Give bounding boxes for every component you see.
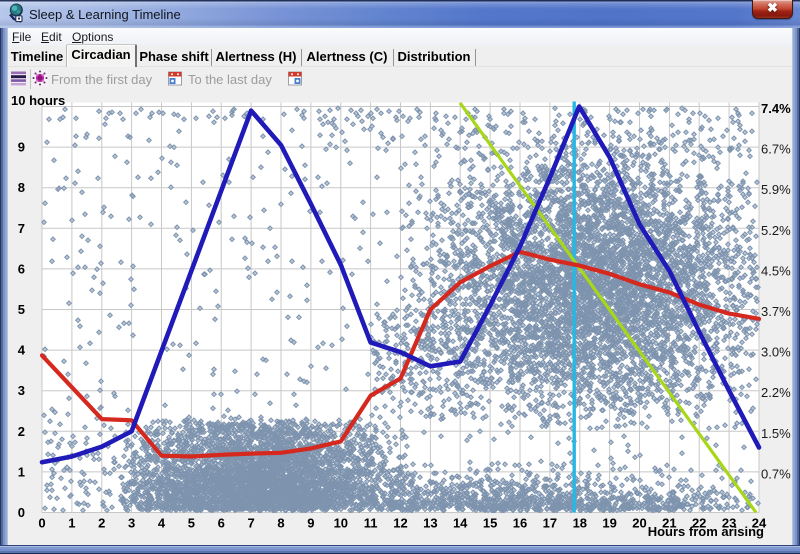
svg-text:7: 7 xyxy=(247,516,254,531)
svg-text:4: 4 xyxy=(18,343,26,358)
svg-text:5: 5 xyxy=(188,516,195,531)
svg-text:15: 15 xyxy=(483,516,497,531)
svg-text:3: 3 xyxy=(128,516,135,531)
svg-text:4.5%: 4.5% xyxy=(761,263,791,278)
svg-text:10 hours: 10 hours xyxy=(11,93,65,108)
svg-text:6.7%: 6.7% xyxy=(761,142,791,157)
svg-text:18: 18 xyxy=(573,516,587,531)
svg-text:19: 19 xyxy=(602,516,616,531)
svg-text:2: 2 xyxy=(98,516,105,531)
svg-text:3.0%: 3.0% xyxy=(761,345,791,360)
svg-text:24: 24 xyxy=(752,516,767,531)
svg-text:5.2%: 5.2% xyxy=(761,223,791,238)
svg-text:20: 20 xyxy=(632,516,646,531)
svg-text:8: 8 xyxy=(277,516,284,531)
svg-text:9: 9 xyxy=(307,516,314,531)
svg-text:0: 0 xyxy=(18,505,25,520)
svg-text:2.2%: 2.2% xyxy=(761,385,791,400)
svg-text:3: 3 xyxy=(18,383,25,398)
svg-text:10: 10 xyxy=(334,516,348,531)
svg-text:4: 4 xyxy=(158,516,166,531)
svg-text:3.7%: 3.7% xyxy=(761,304,791,319)
svg-text:22: 22 xyxy=(692,516,706,531)
svg-text:16: 16 xyxy=(513,516,527,531)
svg-text:6: 6 xyxy=(218,516,225,531)
svg-text:5.9%: 5.9% xyxy=(761,182,791,197)
svg-text:9: 9 xyxy=(18,140,25,155)
svg-text:0: 0 xyxy=(38,516,45,531)
svg-text:8: 8 xyxy=(18,180,25,195)
svg-text:1: 1 xyxy=(68,516,75,531)
svg-text:14: 14 xyxy=(453,516,468,531)
svg-text:21: 21 xyxy=(662,516,676,531)
svg-text:1: 1 xyxy=(18,464,25,479)
svg-text:0.7%: 0.7% xyxy=(761,466,791,481)
svg-text:2: 2 xyxy=(18,424,25,439)
svg-text:6: 6 xyxy=(18,261,25,276)
svg-text:17: 17 xyxy=(543,516,557,531)
svg-text:7: 7 xyxy=(18,221,25,236)
svg-text:11: 11 xyxy=(364,516,378,531)
svg-text:23: 23 xyxy=(722,516,736,531)
svg-text:Hours from arising: Hours from arising xyxy=(648,524,764,539)
svg-text:12: 12 xyxy=(393,516,407,531)
svg-text:1.5%: 1.5% xyxy=(761,426,791,441)
svg-text:5: 5 xyxy=(18,302,25,317)
svg-text:7.4%: 7.4% xyxy=(761,101,791,116)
svg-text:13: 13 xyxy=(423,516,437,531)
